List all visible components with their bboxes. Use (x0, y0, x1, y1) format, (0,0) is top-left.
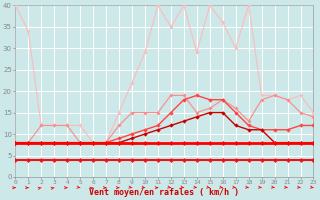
X-axis label: Vent moyen/en rafales ( km/h ): Vent moyen/en rafales ( km/h ) (89, 188, 239, 197)
